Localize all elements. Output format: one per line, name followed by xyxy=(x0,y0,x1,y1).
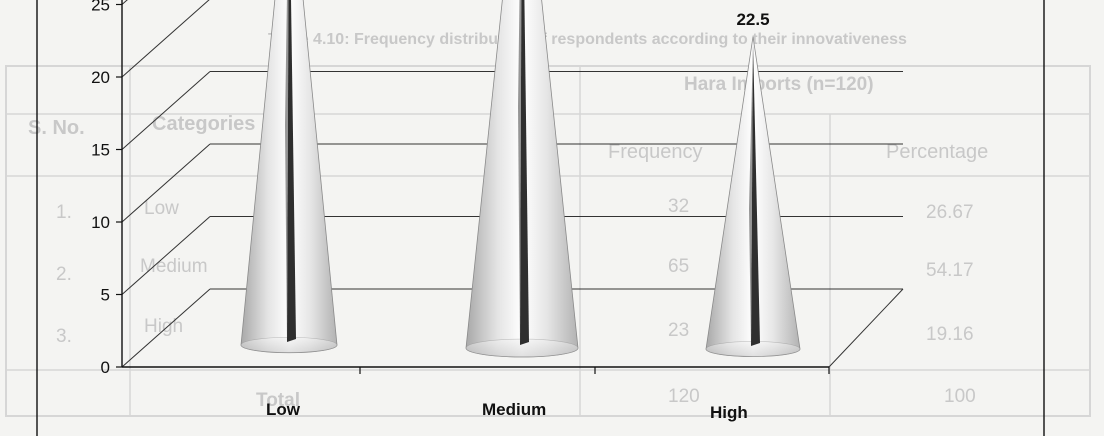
cone-seam-shade xyxy=(518,0,522,345)
cone-seam xyxy=(751,42,760,346)
background-cell: 3. xyxy=(56,326,72,347)
background-cell: 32 xyxy=(668,196,689,217)
background-cell: 54.17 xyxy=(926,260,974,281)
background-cell: 100 xyxy=(944,386,976,407)
gridline-depth xyxy=(121,0,210,78)
x-tick-label: High xyxy=(710,403,748,422)
y-tick-label: 25 xyxy=(91,0,110,15)
background-cell: 65 xyxy=(668,256,689,277)
background-cell: 23 xyxy=(668,320,689,341)
data-label: 22.5 xyxy=(736,10,769,29)
background-cell: Medium xyxy=(140,256,208,277)
background-cell: 2. xyxy=(56,264,72,285)
background-group-header: Hara Imports (n=120) xyxy=(684,74,874,95)
background-header-categories: Categories xyxy=(152,113,255,135)
gridline-depth xyxy=(121,216,211,295)
y-tick-label: 10 xyxy=(91,213,110,232)
x-tick-label: Medium xyxy=(482,400,546,419)
cone-seam-shade xyxy=(749,42,753,346)
background-cell: 1. xyxy=(56,202,72,223)
y-tick-label: 5 xyxy=(101,286,110,305)
cone-bar-low xyxy=(240,0,338,354)
background-cell: Total xyxy=(256,390,300,411)
background-cell: Low xyxy=(144,198,179,219)
floor-edge-left xyxy=(121,288,211,368)
background-cell: 19.16 xyxy=(926,324,974,345)
y-tick-label: 0 xyxy=(101,358,110,377)
cone-seam-shade xyxy=(285,0,289,342)
background-header-sno: S. No. xyxy=(28,117,85,139)
gridline-depth xyxy=(121,71,211,150)
y-tick-label: 20 xyxy=(91,68,110,87)
cone-bar-high xyxy=(705,36,801,357)
background-cell: 26.67 xyxy=(926,202,974,223)
cone-bar-medium xyxy=(465,0,579,358)
cone-seam xyxy=(520,0,529,345)
gridline-depth xyxy=(121,0,128,5)
background-header-frequency: Frequency xyxy=(608,141,703,163)
background-cell: 120 xyxy=(668,386,700,407)
y-tick-label: 15 xyxy=(91,141,110,160)
cone-seam xyxy=(287,0,296,342)
floor-edge-right xyxy=(828,288,904,368)
gridline-depth xyxy=(121,143,211,223)
background-caption: Table 4.10: Frequency distribution of re… xyxy=(268,31,907,48)
background-header-percentage: Percentage xyxy=(886,141,988,163)
x-tick-label: Low xyxy=(266,400,301,419)
